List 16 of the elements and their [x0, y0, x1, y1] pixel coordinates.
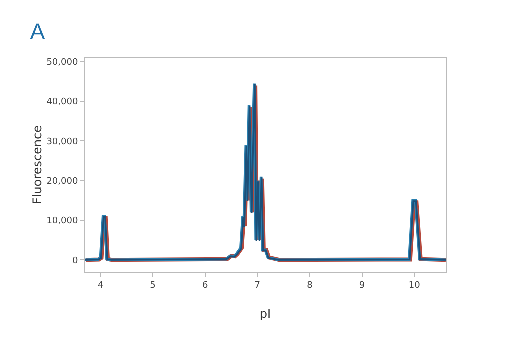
x-tick-label: 8 — [307, 280, 314, 291]
x-tick-label: 4 — [98, 280, 104, 291]
y-tick-label: 10,000 — [46, 216, 78, 227]
x-tick-label: 7 — [254, 280, 261, 291]
x-tick-label: 9 — [359, 280, 366, 291]
chart-title: A — [30, 19, 46, 44]
y-tick-label: 0 — [72, 256, 78, 266]
y-axis-title: Fluorescence — [30, 125, 45, 205]
x-tick-label: 5 — [150, 280, 156, 291]
x-tick-label: 10 — [408, 280, 421, 291]
y-tick-label: 30,000 — [46, 137, 78, 148]
x-tick-label: 6 — [202, 280, 208, 291]
y-tick-label: 50,000 — [46, 58, 78, 68]
x-axis-title: pI — [260, 307, 272, 321]
y-tick-label: 40,000 — [46, 98, 78, 108]
y-tick-label: 20,000 — [46, 177, 78, 187]
